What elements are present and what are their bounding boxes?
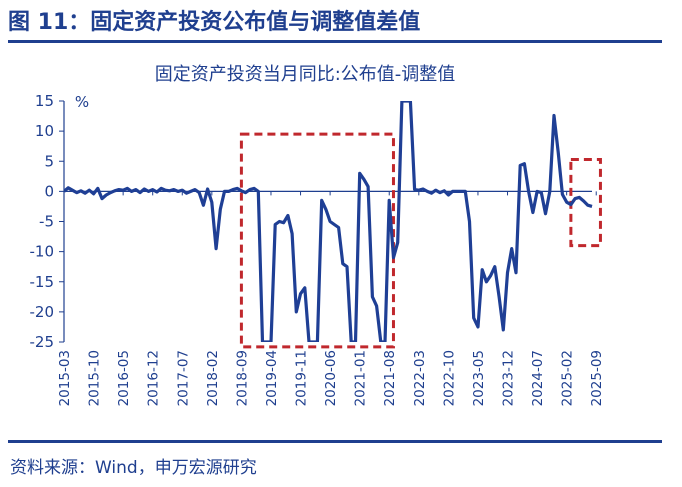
highlight-boxes xyxy=(239,132,602,349)
x-tick-label: 2020-06 xyxy=(323,350,339,406)
x-tick-label: 2016-05 xyxy=(116,350,132,406)
series-line xyxy=(64,101,593,342)
y-tick-label: 10 xyxy=(35,122,54,140)
y-tick-label: -20 xyxy=(30,303,55,321)
y-tick-label: 5 xyxy=(44,152,54,170)
x-tick-label: 2023-12 xyxy=(501,350,517,406)
title-rule xyxy=(8,40,662,43)
x-tick-label: 2016-12 xyxy=(146,350,162,406)
x-tick-label: 2019-04 xyxy=(264,350,280,406)
x-tick-label: 2015-03 xyxy=(57,350,73,406)
x-tick-label: 2023-05 xyxy=(471,350,487,406)
y-tick-label: -25 xyxy=(30,333,55,351)
x-tick-label: 2019-11 xyxy=(294,350,310,406)
x-tick-label: 2025-02 xyxy=(560,350,576,406)
chart-title: 固定资产投资当月同比:公布值-调整值 xyxy=(155,64,456,85)
source-rule xyxy=(8,440,662,443)
x-tick-label: 2022-03 xyxy=(412,350,428,406)
figure-title: 图 11：固定资产投资公布值与调整值差值 xyxy=(8,10,421,35)
y-axis-unit: % xyxy=(75,93,89,111)
y-tick-label: 15 xyxy=(35,92,54,110)
series-group xyxy=(64,101,593,342)
source-note: 资料来源：Wind，申万宏源研究 xyxy=(10,458,257,478)
y-tick-label: 0 xyxy=(44,182,54,200)
y-tick-label: -15 xyxy=(30,273,55,291)
x-tick-label: 2017-07 xyxy=(175,350,191,406)
x-tick-label: 2022-10 xyxy=(441,350,457,406)
y-tick-label: -10 xyxy=(30,243,55,261)
x-tick-label: 2025-09 xyxy=(589,350,605,406)
x-tick-label: 2024-07 xyxy=(530,350,546,406)
y-axis: 15 10 5 0 -5 -10 -15 -20 -25 xyxy=(30,92,65,351)
y-tick-label: -5 xyxy=(39,213,54,231)
x-tick-label: 2021-08 xyxy=(382,350,398,406)
x-tick-label: 2021-01 xyxy=(353,350,369,406)
x-tick-label: 2015-10 xyxy=(87,350,103,406)
x-tick-label: 2018-09 xyxy=(234,350,250,406)
x-tick-label: 2018-02 xyxy=(205,350,221,406)
